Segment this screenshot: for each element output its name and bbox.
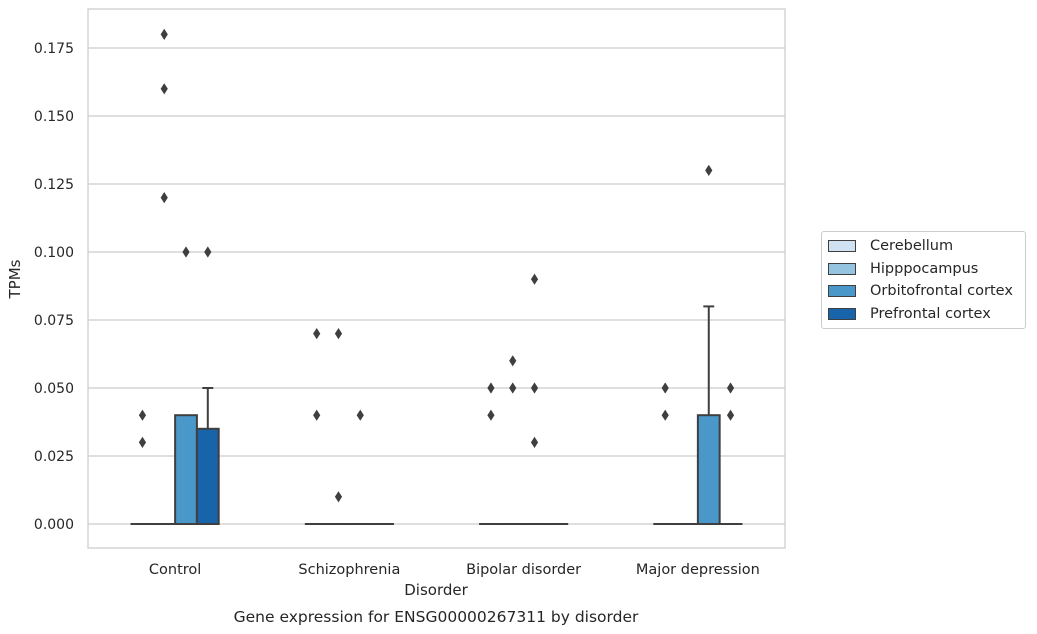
y-tick-label: 0.000	[34, 517, 74, 533]
legend-item: Orbitofrontal cortex	[822, 280, 1025, 303]
outlier-point	[313, 409, 321, 421]
chart-title: Gene expression for ENSG00000267311 by d…	[234, 608, 639, 626]
y-tick-label: 0.075	[34, 313, 74, 329]
outlier-point	[204, 246, 212, 258]
y-tick-label: 0.150	[34, 109, 74, 125]
x-tick-label: Schizophrenia	[298, 562, 400, 578]
outlier-point	[334, 491, 343, 503]
outlier-point	[160, 83, 168, 95]
y-tick-label: 0.125	[34, 177, 74, 193]
box-prefrontal-cortex	[718, 382, 743, 526]
legend-item: Prefrontal cortex	[822, 303, 1025, 326]
plot-frame	[87, 8, 786, 549]
outlier-point	[661, 409, 669, 421]
outlier-point	[530, 382, 539, 394]
box	[174, 414, 198, 526]
box-prefrontal-cortex	[195, 246, 220, 525]
outlier-point	[509, 355, 517, 367]
legend-item: Hipppocampus	[822, 258, 1025, 281]
box-cerebellum	[130, 409, 155, 526]
box-hipppocampus	[152, 28, 177, 526]
box-cerebellum	[304, 328, 329, 526]
legend-swatch	[828, 240, 856, 253]
legend-label: Cerebellum	[870, 238, 954, 255]
x-tick-labels: Control Schizophrenia Bipolar disorder Majo…	[149, 562, 760, 578]
outlier-point	[487, 409, 495, 421]
outlier-point	[160, 192, 168, 204]
y-axis-label: TPMs	[6, 259, 24, 299]
outlier-point	[661, 382, 669, 394]
outlier-point	[334, 328, 343, 340]
box	[696, 414, 721, 526]
outlier-point	[509, 382, 517, 394]
y-tick-label: 0.175	[34, 41, 74, 57]
legend-label: Prefrontal cortex	[870, 305, 991, 322]
box-hipppocampus	[500, 355, 525, 526]
legend-label: Orbitofrontal cortex	[870, 283, 1013, 300]
outlier-point	[530, 436, 539, 448]
legend-label: Hipppocampus	[870, 260, 979, 277]
outlier-point	[726, 409, 735, 421]
outlier-point	[726, 382, 735, 394]
outlier-point	[530, 273, 539, 285]
box	[195, 427, 220, 525]
y-tick-labels: 0.000 0.025 0.050 0.075 0.100 0.125 0.150 0.175	[34, 41, 74, 533]
box-orbitofrontal-cortex	[348, 409, 373, 526]
outlier-point	[487, 382, 495, 394]
x-tick-label: Bipolar disorder	[466, 562, 581, 578]
legend-swatch	[828, 285, 856, 298]
outlier-point	[182, 246, 190, 258]
outlier-point	[138, 409, 147, 421]
outlier-point	[356, 409, 364, 421]
y-tick-label: 0.100	[34, 245, 74, 261]
x-axis-label: Disorder	[404, 581, 468, 599]
box-orbitofrontal-cortex	[696, 164, 721, 526]
outlier-point	[705, 164, 713, 176]
legend: Cerebellum Hipppocampus Orbitofrontal cort…	[821, 231, 1026, 329]
box-layer	[130, 28, 743, 526]
box-orbitofrontal-cortex	[174, 246, 198, 526]
x-tick-label: Major depression	[636, 562, 760, 578]
box-hipppocampus	[326, 328, 351, 526]
legend-swatch	[828, 307, 856, 320]
box-cerebellum	[479, 382, 503, 526]
legend-item: Cerebellum	[822, 235, 1025, 258]
y-tick-label: 0.050	[34, 381, 74, 397]
outlier-point	[138, 436, 147, 448]
x-tick-label: Control	[149, 562, 201, 578]
outlier-point	[313, 328, 321, 340]
box-orbitofrontal-cortex	[522, 273, 547, 526]
box-cerebellum	[653, 382, 678, 526]
outlier-point	[160, 28, 168, 40]
legend-swatch	[828, 262, 856, 275]
y-tick-label: 0.025	[34, 449, 74, 465]
